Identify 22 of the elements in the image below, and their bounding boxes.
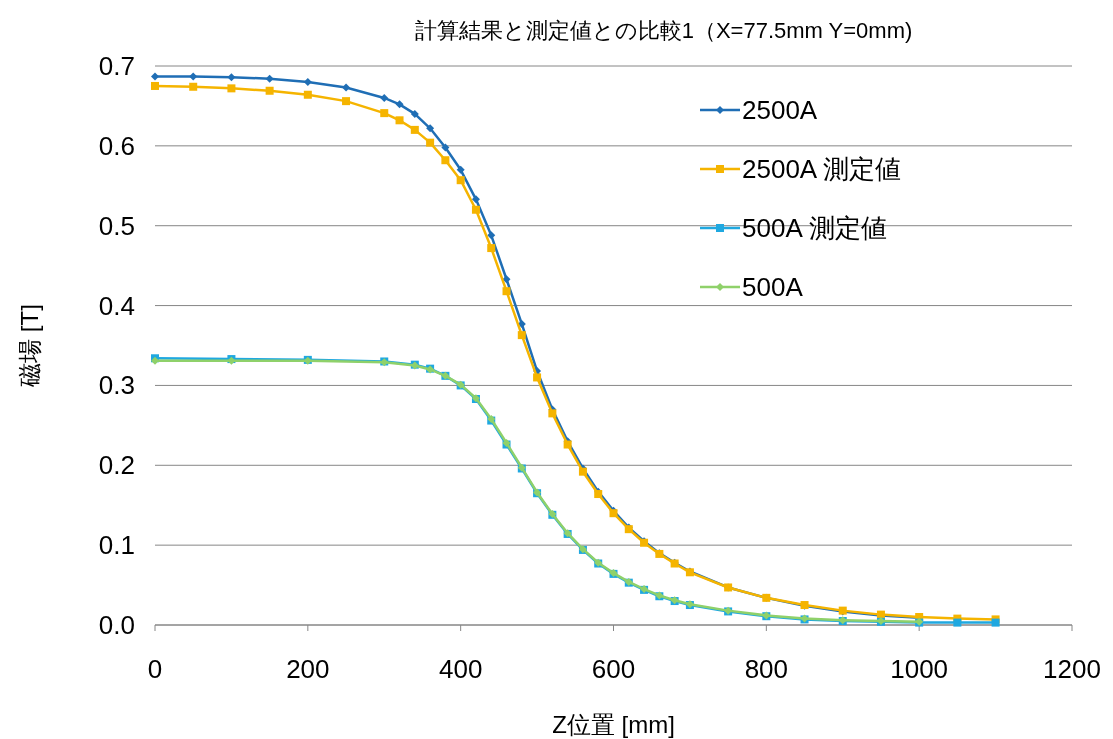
x-tick-label: 600: [591, 654, 636, 684]
legend-label: 500A: [742, 272, 804, 302]
y-tick-label: 0.1: [98, 530, 135, 561]
legend-label: 2500A 測定値: [742, 154, 901, 184]
y-tick-label: 0.2: [98, 450, 135, 481]
y-tick-label: 0.3: [98, 370, 135, 401]
y-tick-label: 0.0: [98, 610, 135, 640]
x-tick-label: 400: [438, 654, 483, 684]
x-tick-label: 800: [744, 654, 789, 684]
y-tick-label: 0.4: [98, 290, 135, 321]
y-tick-label: 0.6: [98, 130, 135, 161]
x-tick-label: 1000: [890, 654, 949, 684]
x-tick-label: 1200: [1043, 654, 1101, 684]
legend-label: 2500A: [742, 95, 818, 125]
x-tick-label: 200: [286, 654, 330, 684]
chart-title: 計算結果と測定値との比較1（X=77.5mm Y=0mm): [414, 18, 913, 43]
y-tick-label: 0.5: [98, 210, 135, 241]
y-axis-title: 磁場 [T]: [16, 304, 43, 388]
x-axis-title: Z位置 [mm]: [552, 711, 675, 738]
y-tick-label: 0.7: [98, 51, 135, 81]
legend-label: 500A 測定値: [742, 213, 887, 243]
x-tick-label: 0: [147, 654, 163, 684]
